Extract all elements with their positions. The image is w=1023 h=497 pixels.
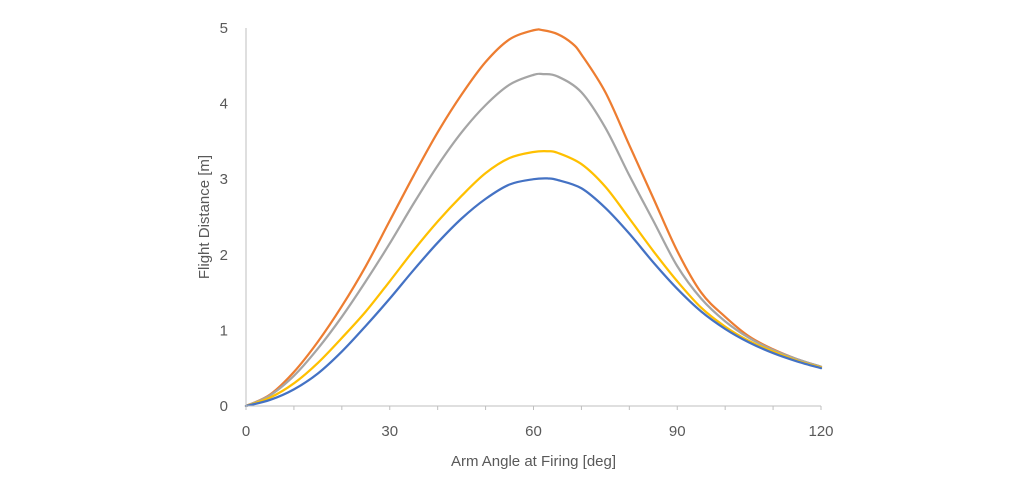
y-tick-label: 2 <box>220 247 228 264</box>
y-tick-label: 4 <box>220 96 228 113</box>
x-tick-label: 120 <box>808 423 833 440</box>
x-tick-labels: 0 30 60 90 120 <box>242 423 834 440</box>
x-tick-label: 30 <box>381 423 398 440</box>
x-tick-label: 60 <box>525 423 542 440</box>
series-line-3 <box>244 149 823 408</box>
y-tick-labels: 0 1 2 3 4 5 <box>220 20 228 415</box>
series-line-2 <box>244 72 823 408</box>
series-line-1 <box>244 28 823 408</box>
y-tick-label: 1 <box>220 322 228 339</box>
y-tick-label: 5 <box>220 20 228 37</box>
y-tick-label: 3 <box>220 171 228 188</box>
series-line-4 <box>244 177 823 408</box>
x-tick-label: 0 <box>242 423 250 440</box>
x-axis-title: Arm Angle at Firing [deg] <box>451 453 616 470</box>
series-lines <box>244 28 823 408</box>
y-axis-title: Flight Distance [m] <box>196 155 213 279</box>
y-tick-label: 0 <box>220 398 228 415</box>
x-tick-label: 90 <box>669 423 686 440</box>
x-tick-marks <box>245 406 822 410</box>
